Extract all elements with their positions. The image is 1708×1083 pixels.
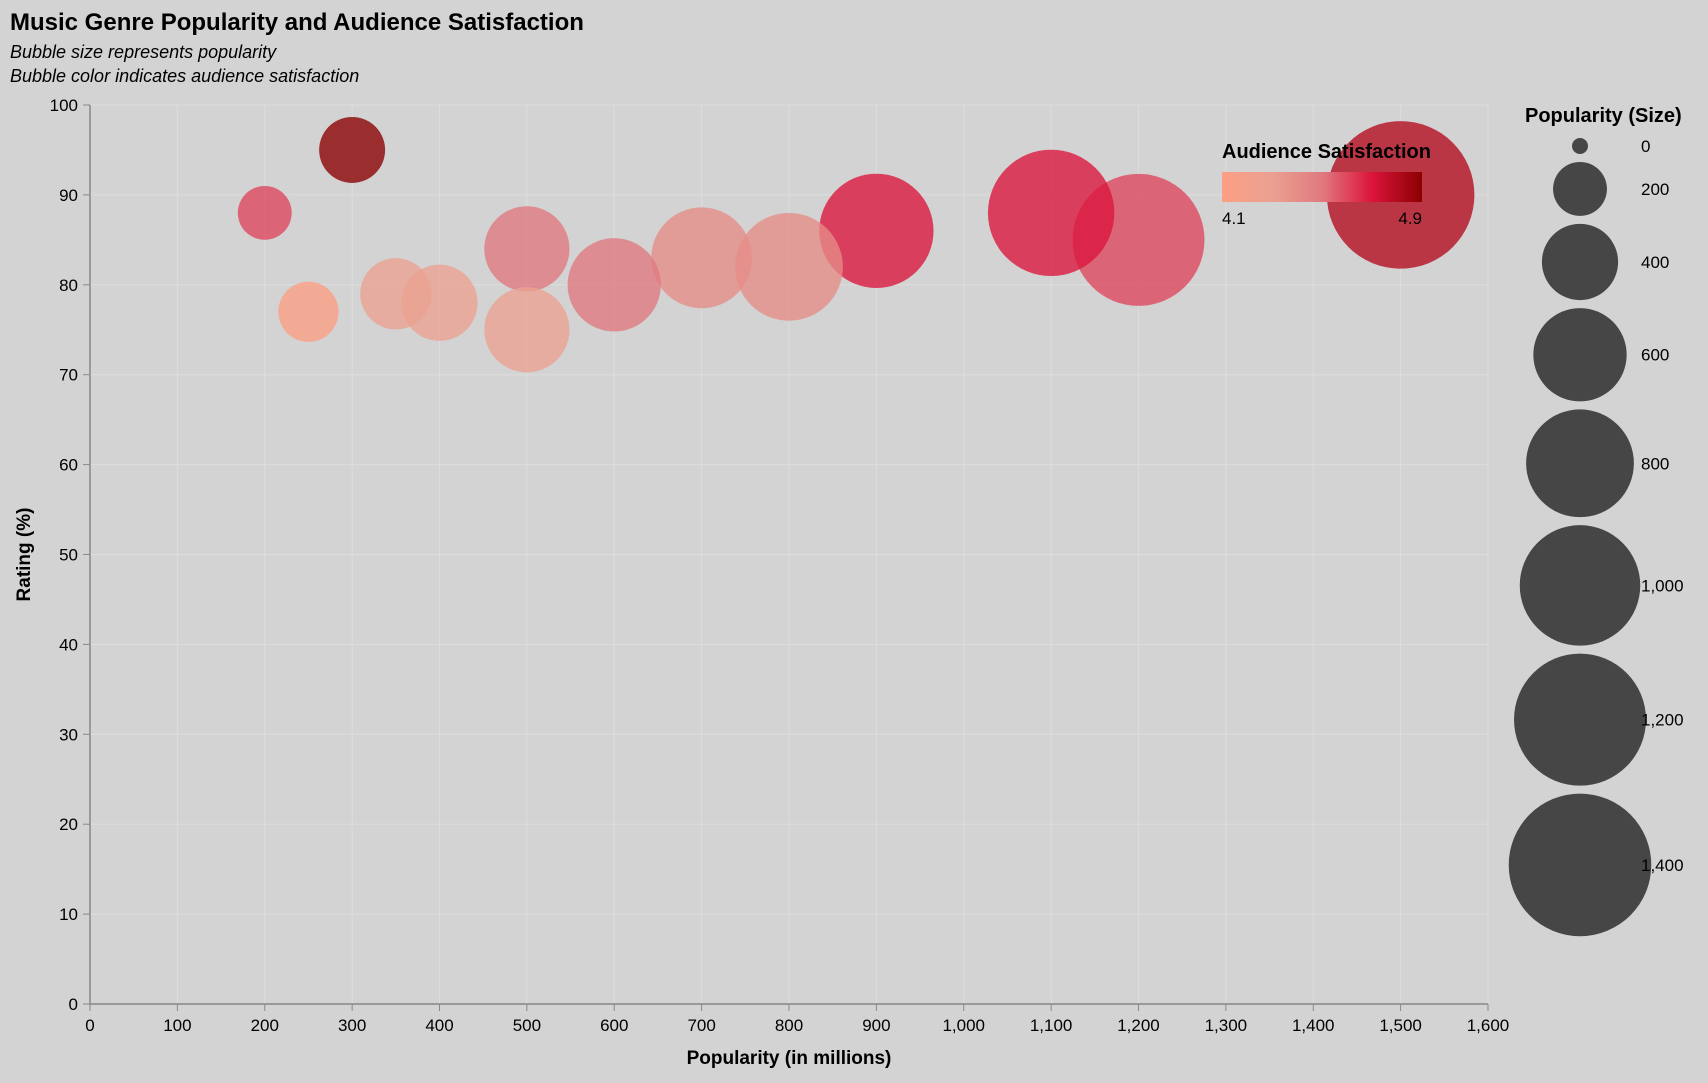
y-tick-label: 80 bbox=[59, 276, 78, 295]
size-legend-circle bbox=[1533, 308, 1627, 402]
chart-subtitle-2: Bubble color indicates audience satisfac… bbox=[10, 66, 359, 86]
color-legend-title: Audience Satisfaction bbox=[1222, 141, 1431, 163]
x-tick-label: 1,000 bbox=[942, 1016, 985, 1035]
y-axis-title: Rating (%) bbox=[14, 508, 35, 602]
bubble bbox=[484, 287, 570, 373]
size-legend-circle bbox=[1526, 409, 1634, 518]
x-tick-label: 500 bbox=[513, 1016, 541, 1035]
x-tick-label: 600 bbox=[600, 1016, 628, 1035]
bubble bbox=[484, 206, 570, 292]
chart-title: Music Genre Popularity and Audience Sati… bbox=[10, 9, 584, 36]
size-legend-circle bbox=[1553, 162, 1607, 216]
size-legend-circle bbox=[1541, 223, 1619, 301]
bubble bbox=[735, 212, 843, 321]
size-legend-circle bbox=[1572, 138, 1588, 154]
x-tick-label: 900 bbox=[862, 1016, 890, 1035]
y-tick-label: 70 bbox=[59, 366, 78, 385]
y-tick-label: 60 bbox=[59, 456, 78, 475]
x-tick-label: 1,400 bbox=[1292, 1016, 1335, 1035]
x-tick-label: 1,100 bbox=[1030, 1016, 1073, 1035]
bubble bbox=[319, 116, 386, 183]
x-tick-label: 400 bbox=[425, 1016, 453, 1035]
x-tick-label: 1,500 bbox=[1379, 1016, 1422, 1035]
y-tick-label: 50 bbox=[59, 546, 78, 565]
x-tick-label: 800 bbox=[775, 1016, 803, 1035]
size-legend-circle bbox=[1514, 653, 1646, 786]
bubble bbox=[819, 173, 934, 289]
bubble bbox=[987, 149, 1115, 277]
y-tick-label: 20 bbox=[59, 815, 78, 834]
x-tick-label: 200 bbox=[251, 1016, 279, 1035]
x-tick-label: 1,600 bbox=[1467, 1016, 1510, 1035]
color-legend-gradient bbox=[1222, 172, 1422, 202]
bubble bbox=[237, 185, 292, 240]
size-legend-title: Popularity (Size) bbox=[1525, 105, 1682, 127]
color-legend-max-label: 4.9 bbox=[1398, 209, 1422, 228]
size-legend-label: 0 bbox=[1641, 137, 1650, 156]
size-legend-label: 400 bbox=[1641, 253, 1669, 272]
x-tick-label: 100 bbox=[163, 1016, 191, 1035]
bubble bbox=[278, 281, 339, 342]
size-legend-circle bbox=[1519, 525, 1641, 646]
x-tick-label: 700 bbox=[687, 1016, 715, 1035]
y-tick-label: 30 bbox=[59, 725, 78, 744]
axes: 0 100 200 300 400 500 600 700 800 900 1,000 1,100 1,… bbox=[14, 96, 1509, 1069]
size-legend-label: 1,000 bbox=[1641, 576, 1684, 595]
x-tick-label: 1,200 bbox=[1117, 1016, 1160, 1035]
size-legend: Popularity (Size) 0 200 400 600 800 1,000 1,20… bbox=[1508, 105, 1684, 937]
y-tick-label: 40 bbox=[59, 635, 78, 654]
color-legend-min-label: 4.1 bbox=[1222, 209, 1246, 228]
color-legend: Audience Satisfaction 4.1 4.9 bbox=[1222, 141, 1431, 228]
size-legend-label: 1,400 bbox=[1641, 856, 1684, 875]
size-legend-label: 1,200 bbox=[1641, 711, 1684, 730]
bubble bbox=[360, 258, 432, 330]
size-legend-circle bbox=[1508, 793, 1652, 937]
chart-subtitle-1: Bubble size represents popularity bbox=[10, 42, 277, 62]
y-tick-label: 90 bbox=[59, 186, 78, 205]
x-tick-label: 0 bbox=[85, 1016, 94, 1035]
y-tick-label: 10 bbox=[59, 905, 78, 924]
x-tick-label: 300 bbox=[338, 1016, 366, 1035]
y-tick-label: 0 bbox=[69, 995, 78, 1014]
x-tick-label: 1,300 bbox=[1205, 1016, 1248, 1035]
bubble bbox=[651, 207, 753, 309]
x-axis-title: Popularity (in millions) bbox=[687, 1048, 892, 1069]
bubbles bbox=[237, 116, 1475, 373]
y-tick-label: 100 bbox=[50, 96, 78, 115]
size-legend-label: 200 bbox=[1641, 180, 1669, 199]
size-legend-label: 800 bbox=[1641, 454, 1669, 473]
bubble bbox=[567, 238, 661, 332]
size-legend-label: 600 bbox=[1641, 346, 1669, 365]
